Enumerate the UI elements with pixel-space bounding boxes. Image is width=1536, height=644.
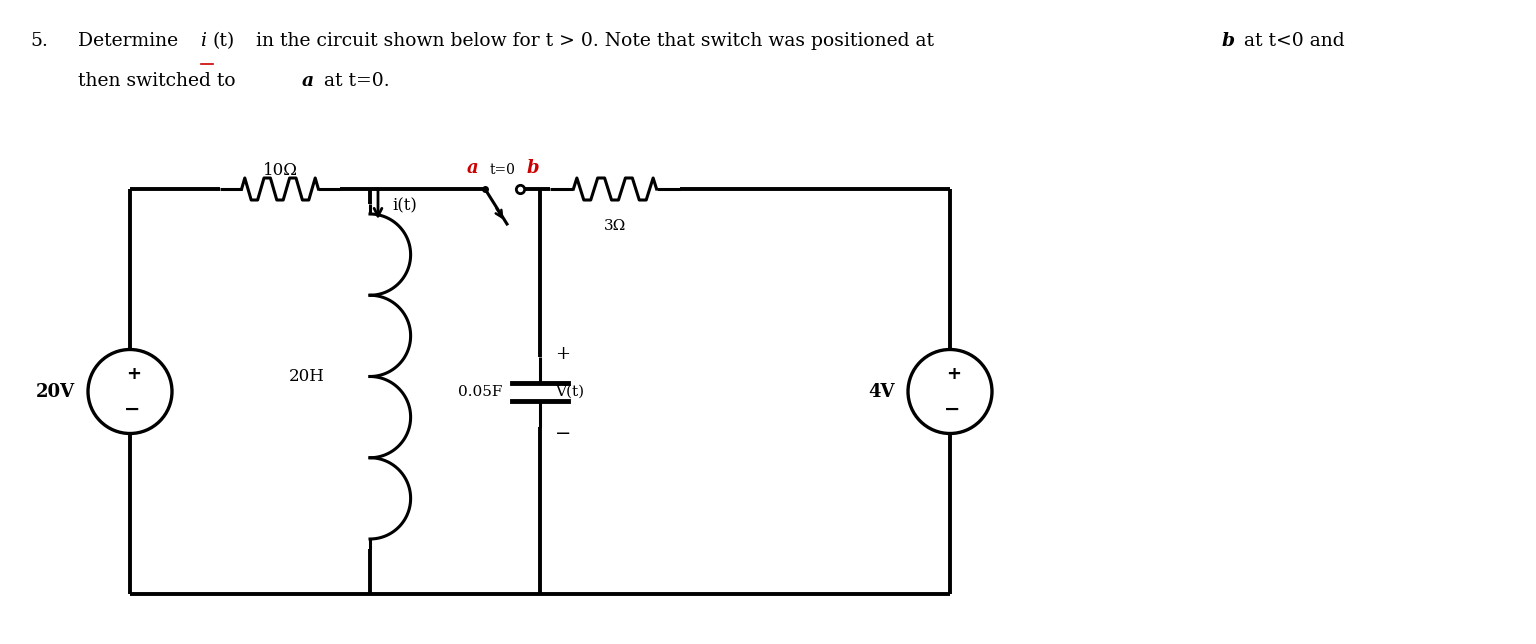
Text: −: − bbox=[943, 400, 960, 419]
Text: Determine: Determine bbox=[78, 32, 184, 50]
Text: 10Ω: 10Ω bbox=[263, 162, 298, 179]
Text: at t=0.: at t=0. bbox=[318, 72, 390, 90]
Text: +: + bbox=[126, 365, 141, 383]
Text: t=0: t=0 bbox=[490, 163, 516, 177]
Text: then switched to: then switched to bbox=[78, 72, 241, 90]
Text: +: + bbox=[946, 365, 962, 383]
Text: 20V: 20V bbox=[35, 383, 75, 401]
Text: a: a bbox=[303, 72, 315, 90]
Text: 0.05F: 0.05F bbox=[458, 384, 502, 399]
Text: i: i bbox=[200, 32, 206, 50]
Text: at t<0 and: at t<0 and bbox=[1238, 32, 1344, 50]
Text: +: + bbox=[554, 345, 570, 363]
Text: in the circuit shown below for t > 0. Note that switch was positioned at: in the circuit shown below for t > 0. No… bbox=[250, 32, 940, 50]
Text: 20H: 20H bbox=[289, 368, 326, 385]
Text: V(t): V(t) bbox=[554, 384, 584, 399]
Text: i(t): i(t) bbox=[392, 198, 416, 214]
Text: −: − bbox=[124, 400, 140, 419]
Text: 5.: 5. bbox=[31, 32, 48, 50]
Text: −: − bbox=[554, 424, 571, 442]
Text: b: b bbox=[1223, 32, 1235, 50]
Text: 4V: 4V bbox=[868, 383, 895, 401]
Text: b: b bbox=[527, 159, 539, 177]
Text: (t): (t) bbox=[212, 32, 235, 50]
Text: a: a bbox=[467, 159, 479, 177]
Text: 3Ω: 3Ω bbox=[604, 219, 627, 233]
